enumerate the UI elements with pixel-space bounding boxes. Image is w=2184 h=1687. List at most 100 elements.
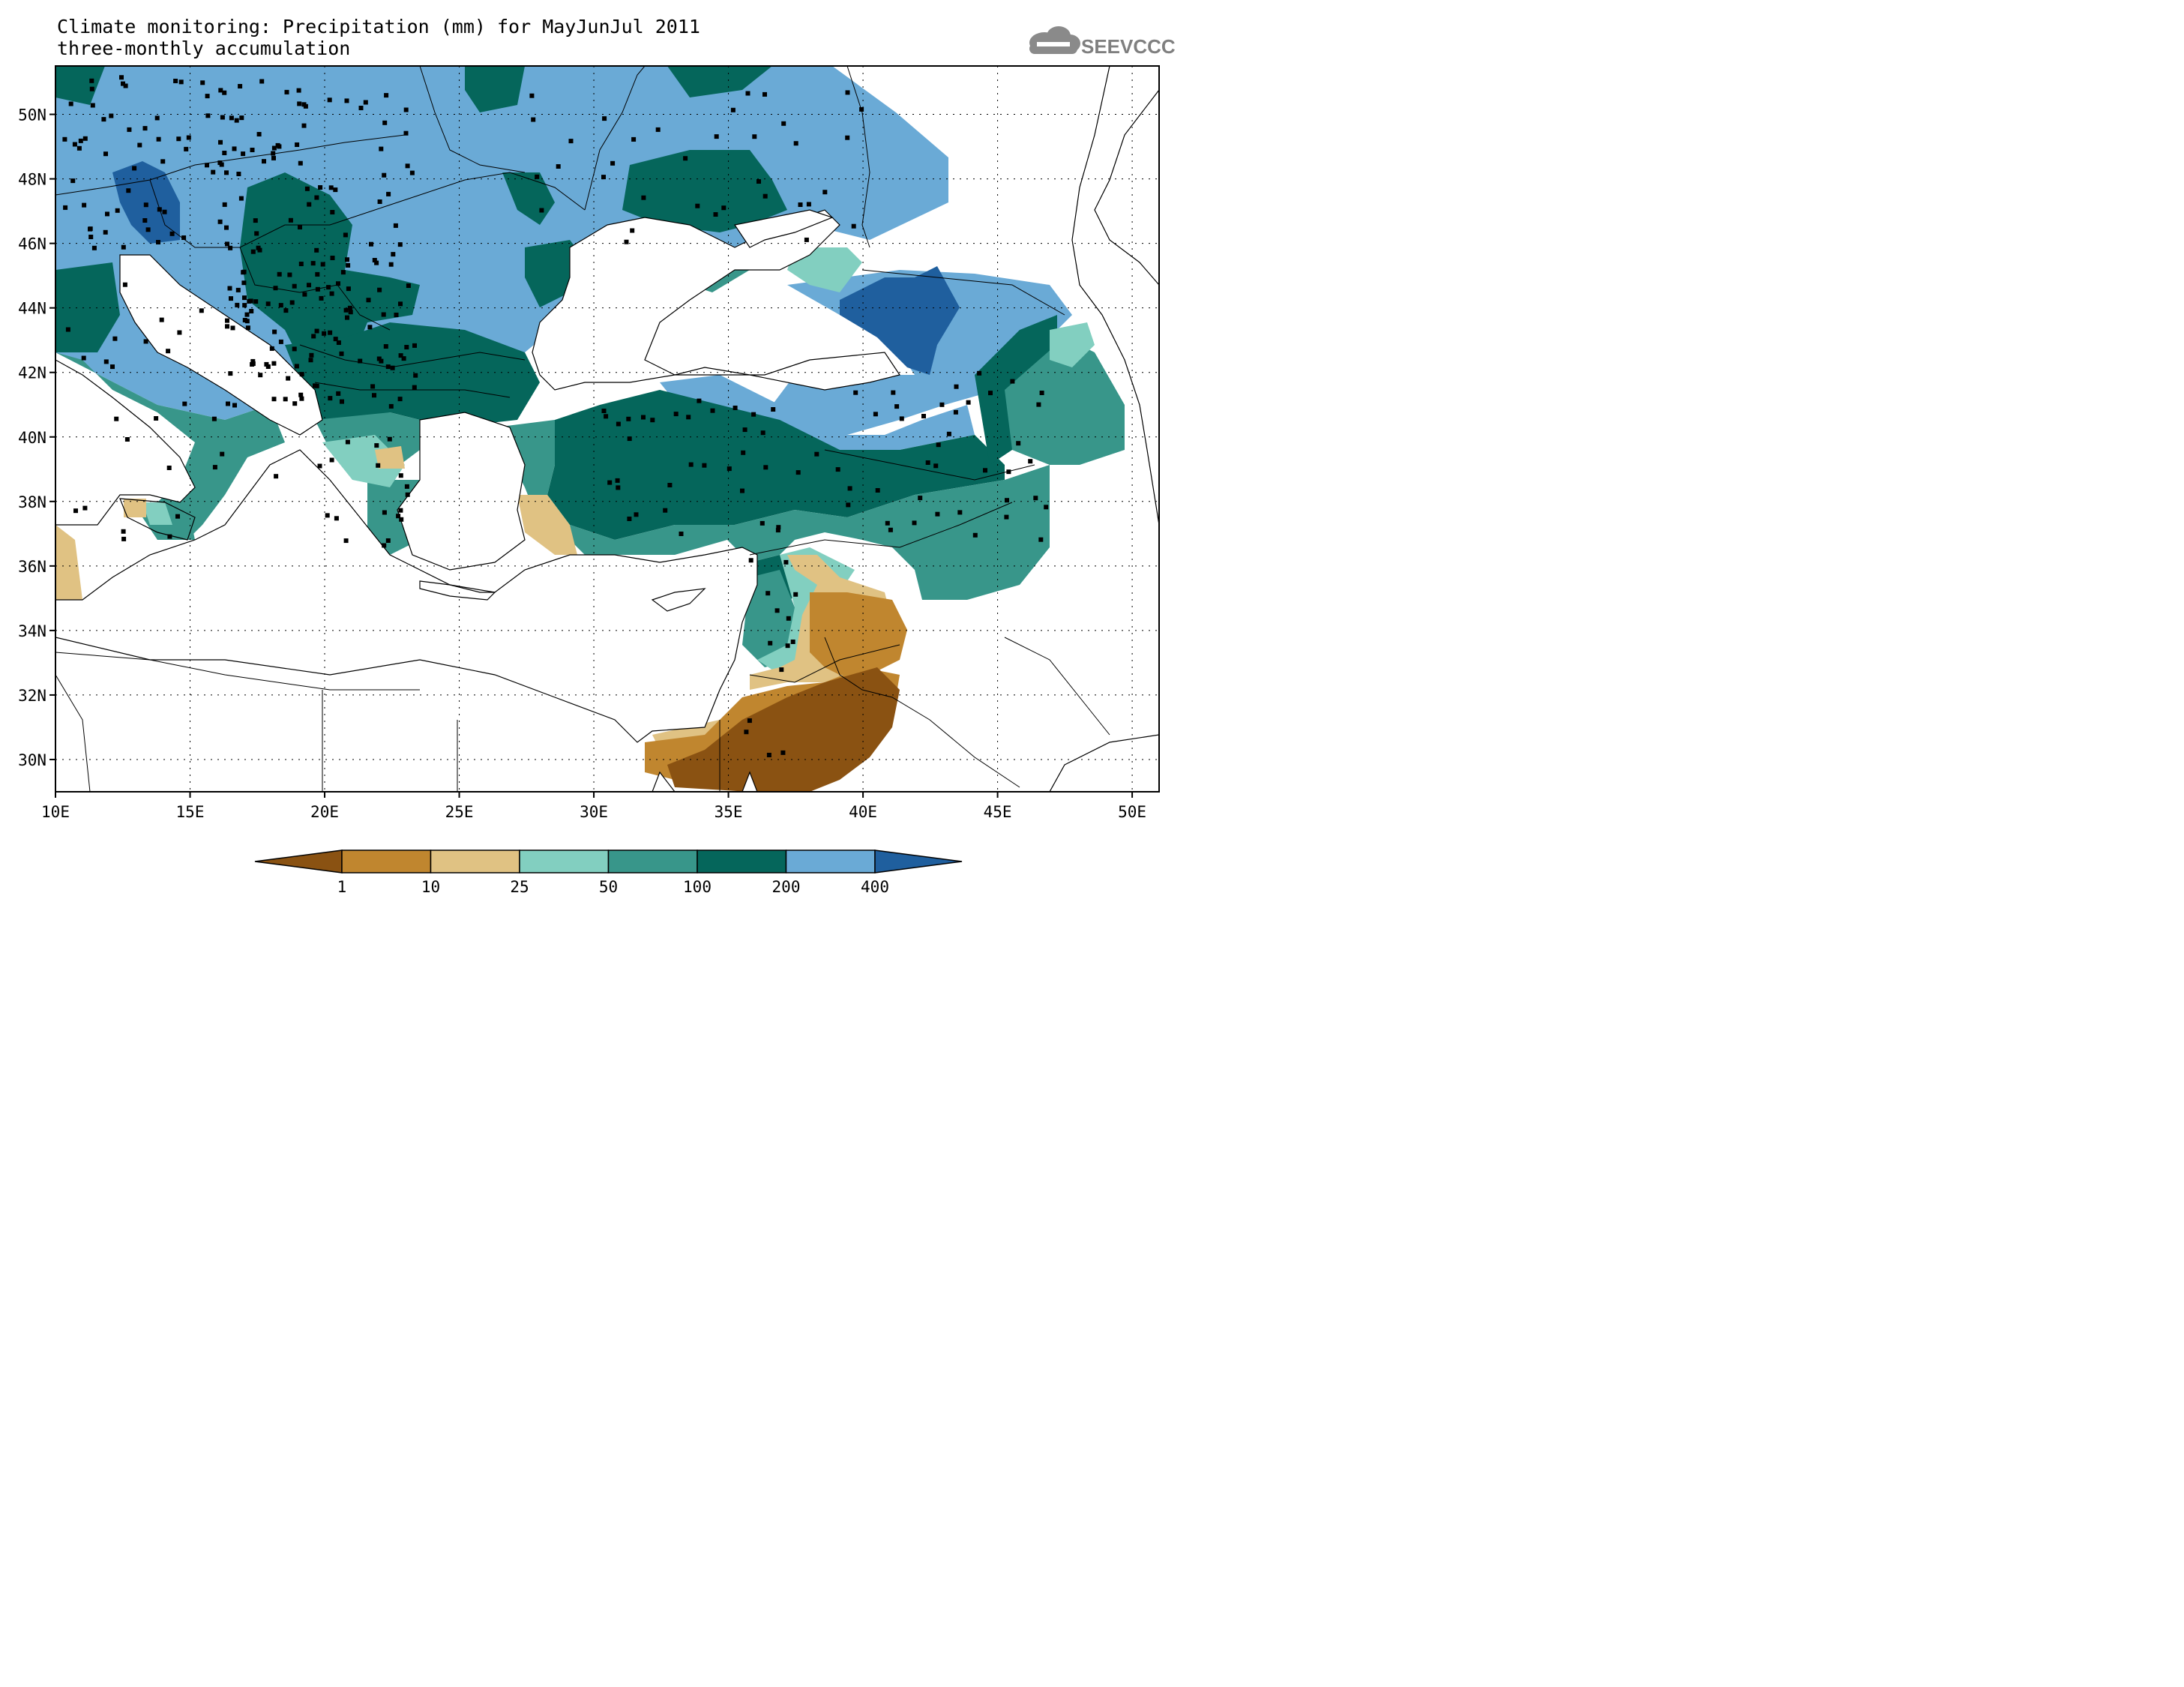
station-marker-123 xyxy=(292,283,297,289)
station-marker-250 xyxy=(655,127,661,132)
station-marker-311 xyxy=(626,416,631,421)
station-marker-349 xyxy=(765,591,771,596)
station-marker-219 xyxy=(242,318,247,322)
station-marker-10 xyxy=(123,83,128,88)
station-marker-264 xyxy=(683,156,688,161)
station-marker-274 xyxy=(727,466,732,472)
station-marker-32 xyxy=(217,219,223,224)
station-marker-135 xyxy=(379,358,384,364)
station-marker-140 xyxy=(333,337,338,342)
station-marker-295 xyxy=(888,527,893,532)
station-marker-358 xyxy=(274,474,279,479)
station-marker-15 xyxy=(301,123,307,128)
station-marker-84 xyxy=(225,241,229,247)
station-marker-161 xyxy=(320,262,325,267)
station-marker-82 xyxy=(298,160,303,166)
station-marker-124 xyxy=(367,325,373,330)
station-marker-54 xyxy=(298,225,302,229)
station-marker-359 xyxy=(81,355,86,361)
station-marker-47 xyxy=(91,245,97,250)
station-marker-14 xyxy=(211,169,216,175)
station-marker-353 xyxy=(744,730,749,735)
station-marker-333 xyxy=(376,463,381,468)
station-marker-29 xyxy=(304,186,310,191)
station-marker-234 xyxy=(601,175,606,180)
station-marker-139 xyxy=(289,300,295,305)
station-marker-186 xyxy=(247,298,252,304)
station-marker-352 xyxy=(780,750,786,755)
station-marker-95 xyxy=(377,199,382,204)
station-marker-388 xyxy=(983,468,987,473)
station-marker-218 xyxy=(292,346,297,352)
map-subtitle: three-monthly accumulation xyxy=(57,37,350,59)
station-marker-103 xyxy=(72,142,77,147)
station-marker-86 xyxy=(238,196,244,201)
station-marker-45 xyxy=(62,136,67,142)
station-marker-282 xyxy=(875,488,880,493)
lat-tick-label-3: 36N xyxy=(18,558,46,576)
station-marker-249 xyxy=(793,141,798,146)
station-marker-382 xyxy=(110,364,115,370)
station-marker-199 xyxy=(264,361,269,367)
station-marker-73 xyxy=(156,136,161,142)
cyprus-outline xyxy=(651,588,706,612)
colorbar-label-6: 400 xyxy=(861,878,889,896)
station-marker-43 xyxy=(307,202,312,207)
station-marker-112 xyxy=(234,118,239,123)
station-marker-268 xyxy=(641,415,646,420)
station-marker-39 xyxy=(328,185,334,190)
station-marker-356 xyxy=(783,559,789,565)
station-marker-235 xyxy=(730,107,735,112)
colorbar-swatch-0 xyxy=(254,849,343,873)
station-marker-284 xyxy=(912,520,917,526)
station-marker-266 xyxy=(742,427,747,433)
colorbar-label-4: 100 xyxy=(683,878,712,896)
station-marker-381 xyxy=(82,505,88,511)
colorbar-label-2: 25 xyxy=(510,878,529,896)
station-marker-237 xyxy=(556,164,561,169)
station-marker-261 xyxy=(756,179,761,184)
station-marker-176 xyxy=(340,270,346,275)
station-marker-12 xyxy=(103,151,108,157)
station-marker-334 xyxy=(405,492,410,497)
station-marker-184 xyxy=(241,270,246,275)
station-marker-298 xyxy=(627,517,632,521)
map-axes: 10E 15E 20E 25E 30E 35E 40E 45E 50E 30N 32N 34N 36N 3… xyxy=(18,106,1146,821)
lon-tick-label-7: 45E xyxy=(984,803,1012,821)
station-marker-212 xyxy=(283,308,289,313)
station-marker-154 xyxy=(383,344,388,349)
station-marker-239 xyxy=(762,193,768,199)
station-marker-144 xyxy=(343,307,349,313)
station-marker-247 xyxy=(602,116,607,121)
station-marker-292 xyxy=(1038,537,1044,542)
colorbar: 1 10 25 50 100 200 400 xyxy=(254,849,963,896)
station-marker-223 xyxy=(346,286,351,292)
station-marker-207 xyxy=(228,371,233,376)
station-marker-74 xyxy=(88,226,92,232)
colorbar-swatch-5 xyxy=(697,849,787,873)
station-marker-216 xyxy=(258,373,263,378)
station-marker-190 xyxy=(398,353,403,358)
station-marker-194 xyxy=(345,315,349,320)
station-marker-201 xyxy=(372,258,377,262)
station-marker-387 xyxy=(954,384,959,389)
station-marker-117 xyxy=(384,93,389,98)
station-marker-251 xyxy=(630,228,635,233)
lat-tick-label-7: 44N xyxy=(18,300,46,318)
station-marker-50 xyxy=(105,211,109,217)
station-marker-244 xyxy=(695,203,700,208)
station-marker-125 xyxy=(269,346,274,351)
station-marker-121 xyxy=(391,252,396,257)
colorbar-label-3: 50 xyxy=(599,878,618,896)
station-marker-396 xyxy=(1016,441,1021,446)
station-marker-400 xyxy=(1033,496,1038,501)
station-marker-53 xyxy=(314,195,319,200)
station-marker-35 xyxy=(327,97,332,103)
station-marker-113 xyxy=(205,163,209,168)
station-marker-129 xyxy=(241,280,247,286)
station-marker-229 xyxy=(370,384,376,389)
station-marker-92 xyxy=(295,142,300,147)
station-marker-37 xyxy=(369,241,373,247)
station-marker-297 xyxy=(953,409,958,415)
station-marker-96 xyxy=(78,138,83,143)
